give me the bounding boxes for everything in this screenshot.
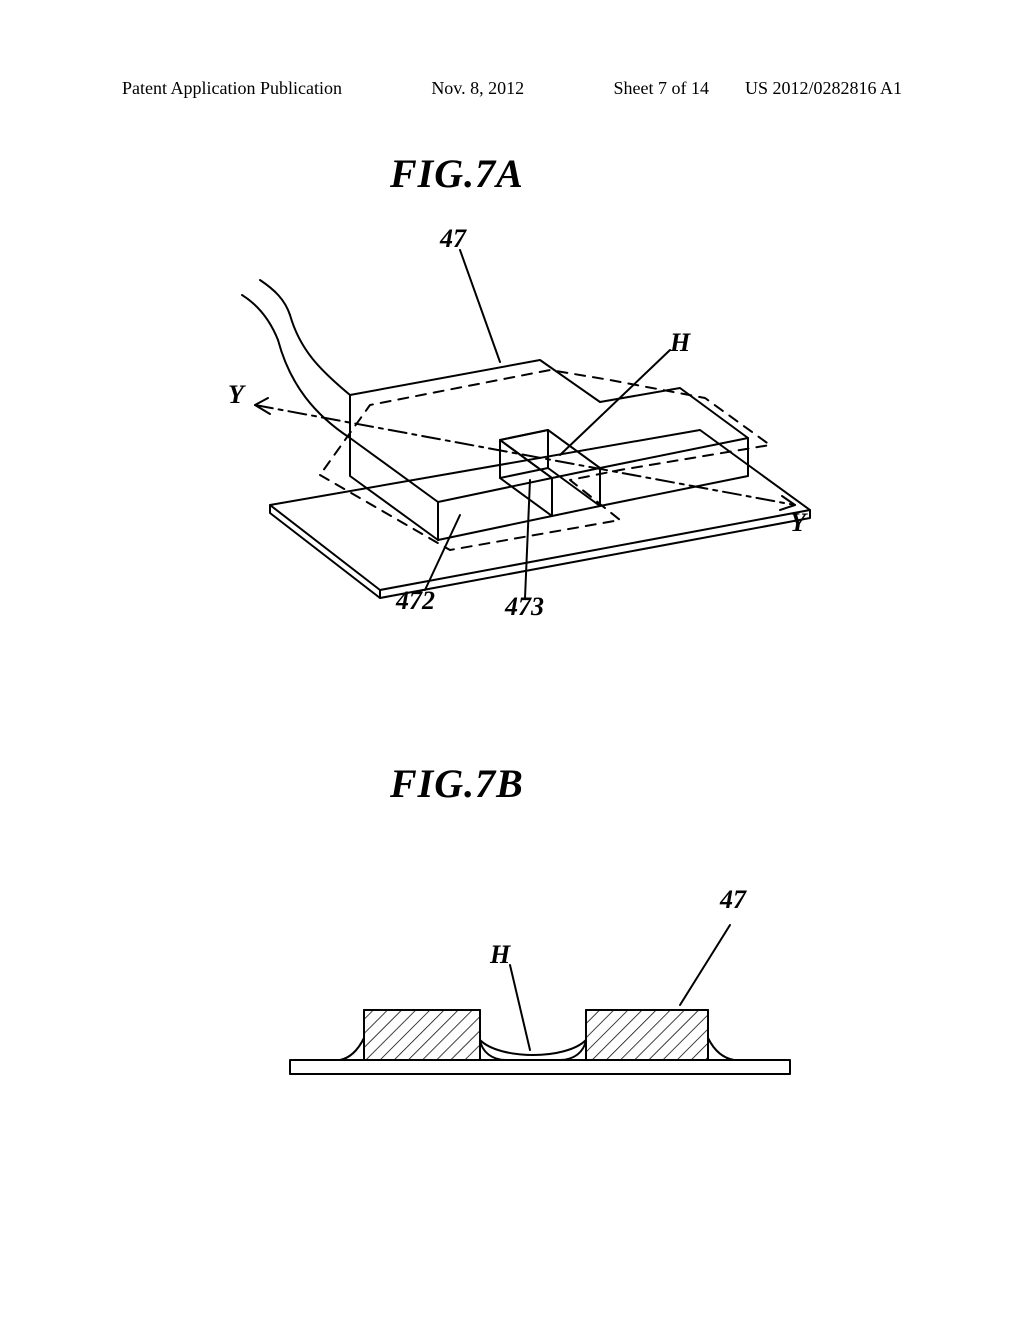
label-473: 473 [505, 592, 544, 622]
label-47-fig7b: 47 [720, 885, 746, 915]
figure-7a: 47 H Y Y 472 473 [200, 220, 820, 620]
page-header: Patent Application Publication Nov. 8, 2… [0, 78, 1024, 99]
figure-7b: 47 H [230, 870, 850, 1130]
header-sheet: Sheet 7 of 14 [613, 78, 708, 99]
label-H-fig7a: H [670, 328, 690, 358]
label-Y-right: Y [790, 508, 806, 538]
figure-7a-title: FIG.7A [390, 150, 524, 197]
label-472: 472 [396, 586, 435, 616]
header-publication-type: Patent Application Publication [122, 78, 342, 99]
header-date: Nov. 8, 2012 [431, 78, 524, 99]
figure-7b-svg [230, 870, 850, 1130]
label-H-fig7b: H [490, 940, 510, 970]
figure-7a-svg [200, 220, 820, 620]
label-Y-left: Y [228, 380, 244, 410]
label-47-fig7a: 47 [440, 224, 466, 254]
figure-7b-title: FIG.7B [390, 760, 524, 807]
header-pubnum: US 2012/0282816 A1 [745, 78, 902, 99]
